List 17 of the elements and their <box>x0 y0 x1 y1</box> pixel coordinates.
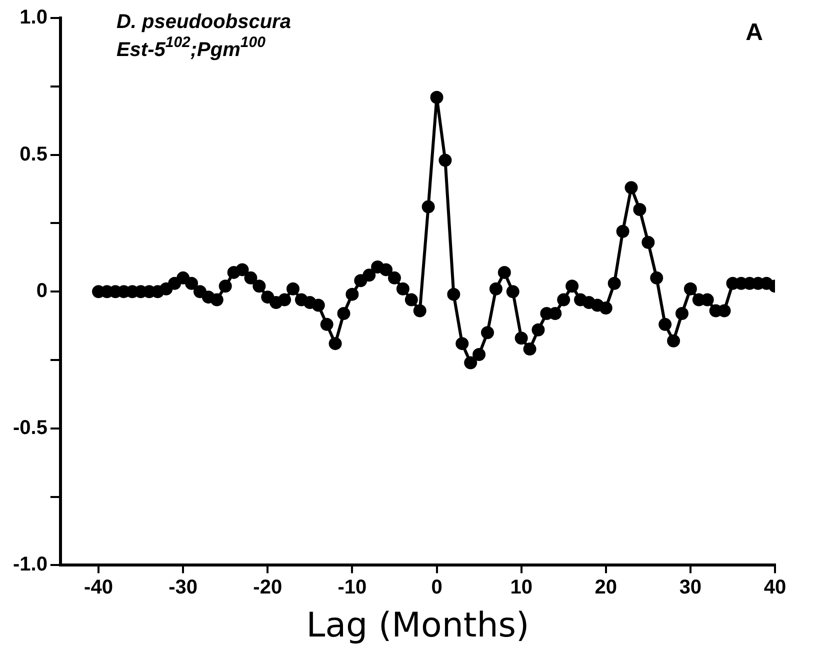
annotation: A <box>746 19 764 46</box>
y-tick-label: -0.5 <box>12 416 48 439</box>
x-tick-label: 40 <box>764 576 786 599</box>
x-tick-label: 0 <box>431 576 442 599</box>
annotation: D. pseudoobscura <box>116 11 291 33</box>
x-tick-label: -40 <box>84 576 113 599</box>
x-tick-label: -20 <box>253 576 282 599</box>
y-tick-label: -1.0 <box>12 554 48 576</box>
y-tick-label: 1.0 <box>20 6 48 29</box>
x-tick-label: 30 <box>679 576 702 599</box>
x-tick-label: 20 <box>594 576 618 599</box>
y-tick-label: 0 <box>36 280 48 302</box>
x-axis-title: Lag (Months) <box>306 605 530 646</box>
x-tick-label: 10 <box>510 576 532 599</box>
y-tick-label: 0.5 <box>20 143 48 166</box>
x-tick-label: -10 <box>338 576 367 599</box>
x-tick-label: -30 <box>168 576 198 599</box>
